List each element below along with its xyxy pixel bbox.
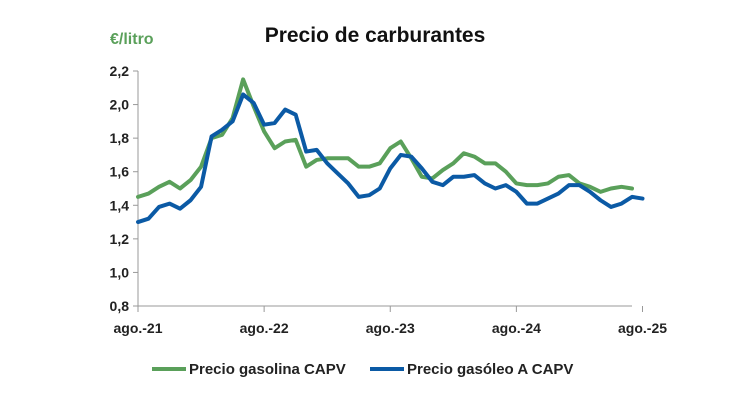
y-tick-label: 2,0 xyxy=(110,97,130,113)
legend-label-gasoleo: Precio gasóleo A CAPV xyxy=(407,361,573,378)
series-line-gasolina xyxy=(136,77,634,199)
plot-area xyxy=(136,77,645,225)
y-tick-label: 1,6 xyxy=(110,164,130,180)
x-tick-label: ago.-24 xyxy=(492,320,541,336)
chart-title: Precio de carburantes xyxy=(265,24,486,47)
y-tick-label: 2,2 xyxy=(110,63,130,79)
x-tick-label: ago.-21 xyxy=(113,320,162,336)
y-tick-label: 1,2 xyxy=(110,231,130,247)
y-tick-label: 1,0 xyxy=(110,264,130,280)
series-line-gasoleo xyxy=(136,92,645,225)
y-tick-label: 1,4 xyxy=(110,197,130,213)
y-tick-label: 1,8 xyxy=(110,130,130,146)
unit-label: €/litro xyxy=(110,31,154,48)
x-tick-label: ago.-25 xyxy=(618,320,667,336)
x-tick-label: ago.-23 xyxy=(366,320,415,336)
legend: Precio gasolina CAPV Precio gasóleo A CA… xyxy=(152,361,573,378)
axes: 0,8 1,0 1,2 1,4 1,6 1,8 2,0 2,2 ago.-21 ago.-22 ag… xyxy=(110,63,668,336)
y-tick-label: 0,8 xyxy=(110,298,130,314)
x-tick-label: ago.-22 xyxy=(240,320,289,336)
legend-label-gasolina: Precio gasolina CAPV xyxy=(189,361,346,378)
